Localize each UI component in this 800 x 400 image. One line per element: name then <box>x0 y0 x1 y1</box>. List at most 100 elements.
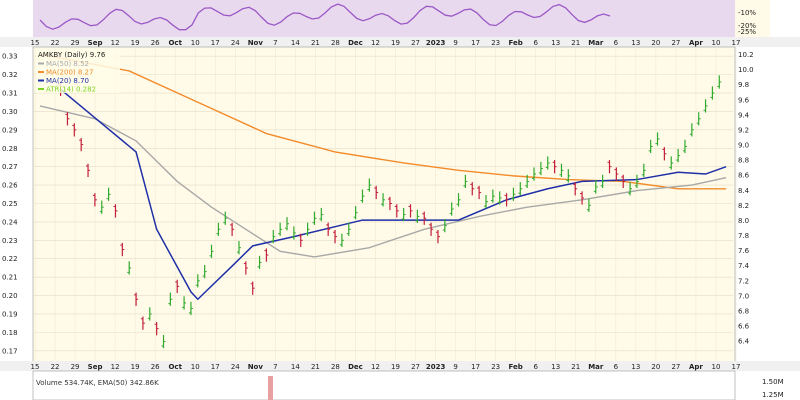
right-tick-label: 8.8 <box>738 157 749 165</box>
price-bar <box>545 156 550 170</box>
right-tick-label: 7.4 <box>738 262 750 270</box>
price-bar <box>257 255 262 270</box>
date-tick: 20 <box>651 39 660 47</box>
date-tick: 7 <box>273 363 277 371</box>
date-tick: 6 <box>533 39 538 47</box>
indicator-tick-label: -20% <box>738 22 756 30</box>
right-tick-label: 9.8 <box>738 81 749 89</box>
volume-panel-bg <box>32 370 736 400</box>
price-bar <box>333 230 338 244</box>
price-bar <box>72 123 77 137</box>
right-tick-label: 8.6 <box>738 172 750 180</box>
legend-label: MA(200) 8.27 <box>46 69 93 77</box>
price-bar <box>106 187 111 201</box>
left-tick-label: 0.27 <box>2 163 18 171</box>
price-bar <box>614 167 619 181</box>
price-bar <box>250 281 255 295</box>
price-bar <box>676 149 681 163</box>
date-tick: 23 <box>491 363 500 371</box>
date-tick: 10 <box>191 39 200 47</box>
date-tick: 12 <box>111 39 120 47</box>
price-bar <box>442 218 447 233</box>
price-bar <box>490 189 495 203</box>
date-tick: 23 <box>491 39 500 47</box>
right-tick-label: 10.2 <box>738 51 754 59</box>
price-bar <box>285 217 290 231</box>
date-tick: 6 <box>533 363 538 371</box>
date-tick: 10 <box>712 363 721 371</box>
price-panel-bg <box>32 46 736 371</box>
price-bar <box>319 207 324 222</box>
price-bar <box>470 182 475 196</box>
price-bar <box>195 274 200 288</box>
indicator-tick-label: -10% <box>738 9 756 17</box>
date-tick: 12 <box>371 39 380 47</box>
legend-label: MA(20) 8.70 <box>46 77 89 85</box>
left-price-axis: 0.33 0.32 0.31 0.30 0.29 0.28 0.27 0.26 0.25 0.24… <box>2 53 18 356</box>
price-bar <box>223 211 228 225</box>
right-tick-label: 7.8 <box>738 232 749 240</box>
price-bar <box>127 261 132 275</box>
right-tick-label: 8.4 <box>738 187 750 195</box>
date-tick: 22 <box>51 363 60 371</box>
price-bar <box>387 196 392 211</box>
date-tick: 15 <box>31 363 40 371</box>
date-tick: Sep <box>88 363 103 371</box>
price-bar <box>175 279 180 293</box>
date-tick: 26 <box>151 363 160 371</box>
date-tick: Oct <box>168 39 182 47</box>
price-bar <box>401 207 406 222</box>
date-tick: 27 <box>671 39 680 47</box>
date-tick: Apr <box>689 39 703 47</box>
price-bar <box>161 334 166 349</box>
price-bar <box>147 307 152 321</box>
date-tick: 10 <box>712 39 721 47</box>
price-bar <box>209 244 214 258</box>
date-tick: 21 <box>571 39 580 47</box>
left-tick-label: 0.21 <box>2 274 18 282</box>
price-bar <box>682 139 687 154</box>
volume-label: Volume 534.74K, EMA(50) 342.86K <box>36 379 159 387</box>
price-bar <box>435 230 440 244</box>
date-tick: 10 <box>191 363 200 371</box>
date-tick: Dec <box>348 39 363 47</box>
indicator-axis-bg <box>735 0 770 37</box>
date-tick: 13 <box>551 363 560 371</box>
left-tick-label: 0.20 <box>2 292 18 300</box>
date-tick: 19 <box>391 363 400 371</box>
date-tick: 21 <box>571 363 580 371</box>
date-axis: 15 22 29 Sep 12 19 26 Oct 10 17 24 Nov 7 14 21 28 Dec 12 1… <box>31 39 741 47</box>
price-bar <box>518 182 523 196</box>
price-bar <box>168 292 173 306</box>
date-tick: Nov <box>248 39 264 47</box>
price-bar <box>689 123 694 137</box>
date-tick: 21 <box>311 363 320 371</box>
date-tick: 20 <box>651 363 660 371</box>
price-bar <box>628 182 633 196</box>
date-tick: 13 <box>551 39 560 47</box>
date-tick: 17 <box>471 39 480 47</box>
date-tick: 13 <box>631 39 640 47</box>
price-bar <box>662 147 667 161</box>
price-bar <box>580 191 585 205</box>
date-tick: 14 <box>291 363 300 371</box>
date-tick: 7 <box>273 39 277 47</box>
price-bar <box>271 230 276 244</box>
right-tick-label: 8.2 <box>738 202 749 210</box>
left-tick-label: 0.23 <box>2 237 18 245</box>
right-tick-label: 6.8 <box>738 307 749 315</box>
date-tick: 24 <box>231 363 240 371</box>
date-tick: Mar <box>588 363 604 371</box>
indicator-line <box>39 3 611 31</box>
date-tick: Mar <box>588 39 604 47</box>
legend-label: MA(50) 8.52 <box>46 60 89 68</box>
volume-axis: 1.50M 1.25M <box>762 378 784 399</box>
price-bar <box>374 185 379 200</box>
price-bar <box>298 233 303 247</box>
left-tick-label: 0.26 <box>2 182 18 190</box>
left-tick-label: 0.32 <box>2 71 18 79</box>
date-tick: 28 <box>331 39 340 47</box>
price-bar <box>394 204 399 218</box>
date-tick: 12 <box>111 363 120 371</box>
date-tick: 29 <box>71 363 80 371</box>
